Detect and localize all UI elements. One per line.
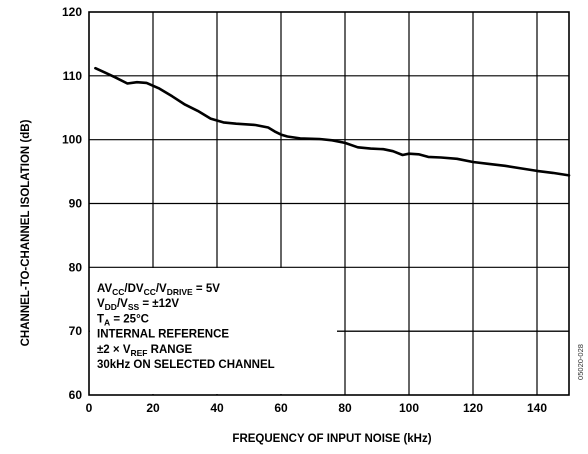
figure-id: 05020-028 — [576, 344, 585, 380]
y-tick-label: 60 — [69, 388, 83, 402]
annotation-line: AVCC/DVCC/VDRIVE = 5V — [97, 283, 220, 297]
annotation-line: ±2 × VREF RANGE — [97, 344, 193, 358]
x-tick-label: 0 — [86, 401, 93, 415]
annotation-line: INTERNAL REFERENCE — [97, 329, 229, 341]
x-tick-label: 60 — [274, 401, 288, 415]
y-tick-label: 70 — [69, 324, 83, 338]
y-tick-label: 120 — [62, 5, 82, 19]
plot-frame — [88, 11, 570, 396]
y-tick-label: 80 — [69, 260, 83, 274]
x-tick-label: 120 — [463, 401, 483, 415]
x-tick-label: 40 — [210, 401, 224, 415]
annotation-line: TA = 25°C — [97, 313, 149, 327]
annotation-line: 30kHz ON SELECTED CHANNEL — [97, 359, 275, 371]
y-tick-label: 100 — [62, 133, 82, 147]
data-series-line — [94, 66, 571, 177]
y-tick-label: 110 — [63, 69, 83, 83]
x-tick-labels: 0 20 40 60 80 100 120 140 — [86, 401, 548, 415]
annotation-background — [90, 268, 337, 394]
x-tick-label: 20 — [146, 401, 160, 415]
y-axis-label: CHANNEL-TO-CHANNEL ISOLATION (dB) — [20, 119, 32, 346]
x-tick-label: 140 — [527, 401, 547, 415]
grid-lines — [89, 12, 569, 395]
annotation-line: VDD/VSS = ±12V — [97, 298, 179, 312]
x-tick-label: 100 — [399, 401, 419, 415]
x-tick-label: 80 — [338, 401, 352, 415]
x-axis-label: FREQUENCY OF INPUT NOISE (kHz) — [232, 433, 431, 445]
y-tick-label: 90 — [69, 197, 83, 211]
y-tick-labels: 60 70 80 90 100 110 120 — [62, 5, 82, 402]
annotation-box — [90, 268, 569, 394]
